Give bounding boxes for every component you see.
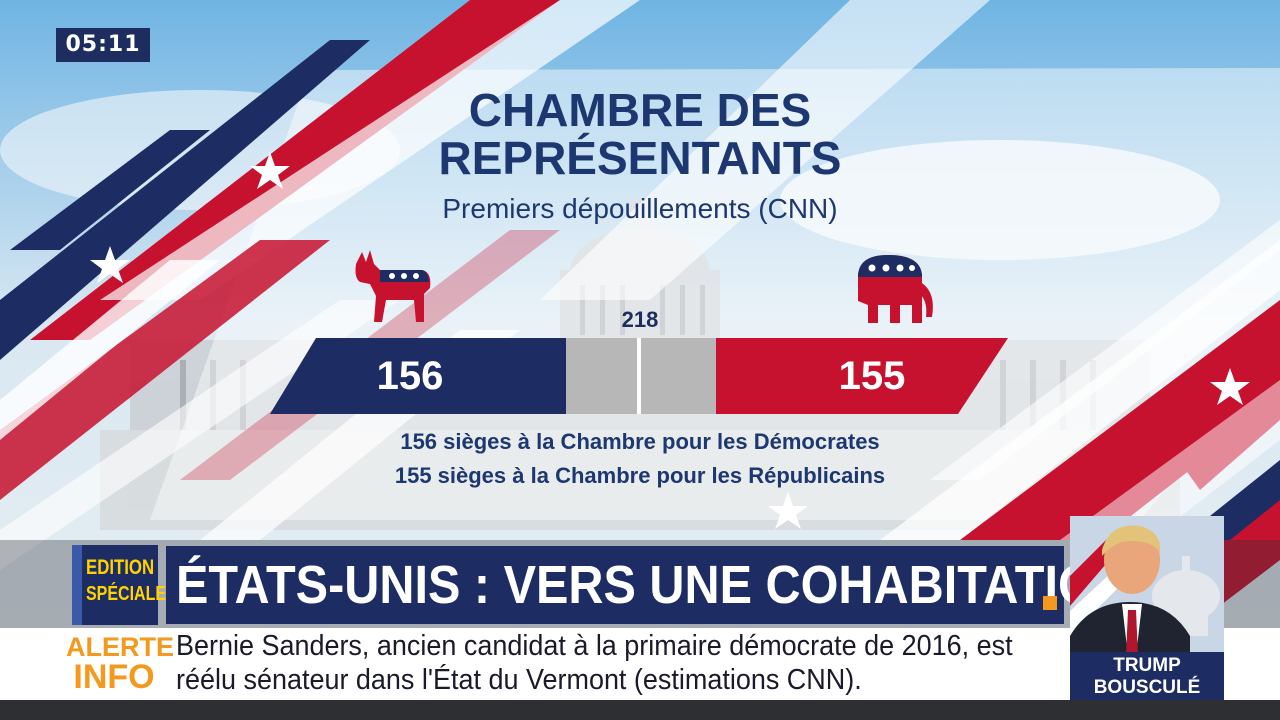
side-story-line-1: TRUMP — [1113, 655, 1181, 676]
speciale-label: SPÉCIALE — [86, 583, 167, 605]
democrat-bar — [270, 338, 566, 414]
headline-dot — [1043, 596, 1057, 610]
alert-ticker — [0, 628, 1280, 700]
stars — [90, 152, 1250, 529]
republican-seat-count: 155 — [838, 354, 906, 398]
donkey-icon — [355, 250, 431, 322]
alert-text: Bernie Sanders, ancien candidat à la pri… — [176, 629, 1013, 697]
page-title: CHAMBRE DES REPRÉSENTANTS — [300, 86, 980, 182]
title-line-1: CHAMBRE DES — [468, 84, 812, 136]
democrat-seat-count: 156 — [376, 354, 444, 398]
decorative-stripes-left — [0, 0, 990, 570]
subtitle: Premiers dépouillements (CNN) — [442, 193, 838, 224]
republican-bar — [716, 338, 1008, 414]
title-line-2: REPRÉSENTANTS — [438, 132, 842, 184]
alert-line-1: Bernie Sanders, ancien candidat à la pri… — [176, 630, 1013, 662]
elephant-icon — [858, 255, 933, 323]
seat-bar — [270, 338, 1008, 414]
headline-banner — [166, 546, 1064, 624]
majority-line — [637, 338, 641, 414]
headline: ÉTATS-UNIS : VERS UNE COHABITATION — [176, 555, 1131, 615]
clock: 05:11 — [56, 28, 150, 62]
side-story-line-2: BOUSCULÉ — [1093, 677, 1201, 698]
edition-speciale-logo — [72, 545, 158, 625]
alert-line-2: réélu sénateur dans l'État du Vermont (e… — [176, 664, 862, 696]
edition-label: EDITION — [86, 556, 155, 579]
majority-label: 218 — [621, 307, 659, 332]
republican-caption: 155 sièges à la Chambre pour les Républi… — [394, 463, 886, 488]
democrat-caption: 156 sièges à la Chambre pour les Démocra… — [400, 429, 880, 454]
info-label: INFO — [73, 658, 155, 696]
side-story-label: TRUMP BOUSCULÉ — [1070, 652, 1224, 700]
alert-label: ALERTE — [66, 632, 174, 662]
